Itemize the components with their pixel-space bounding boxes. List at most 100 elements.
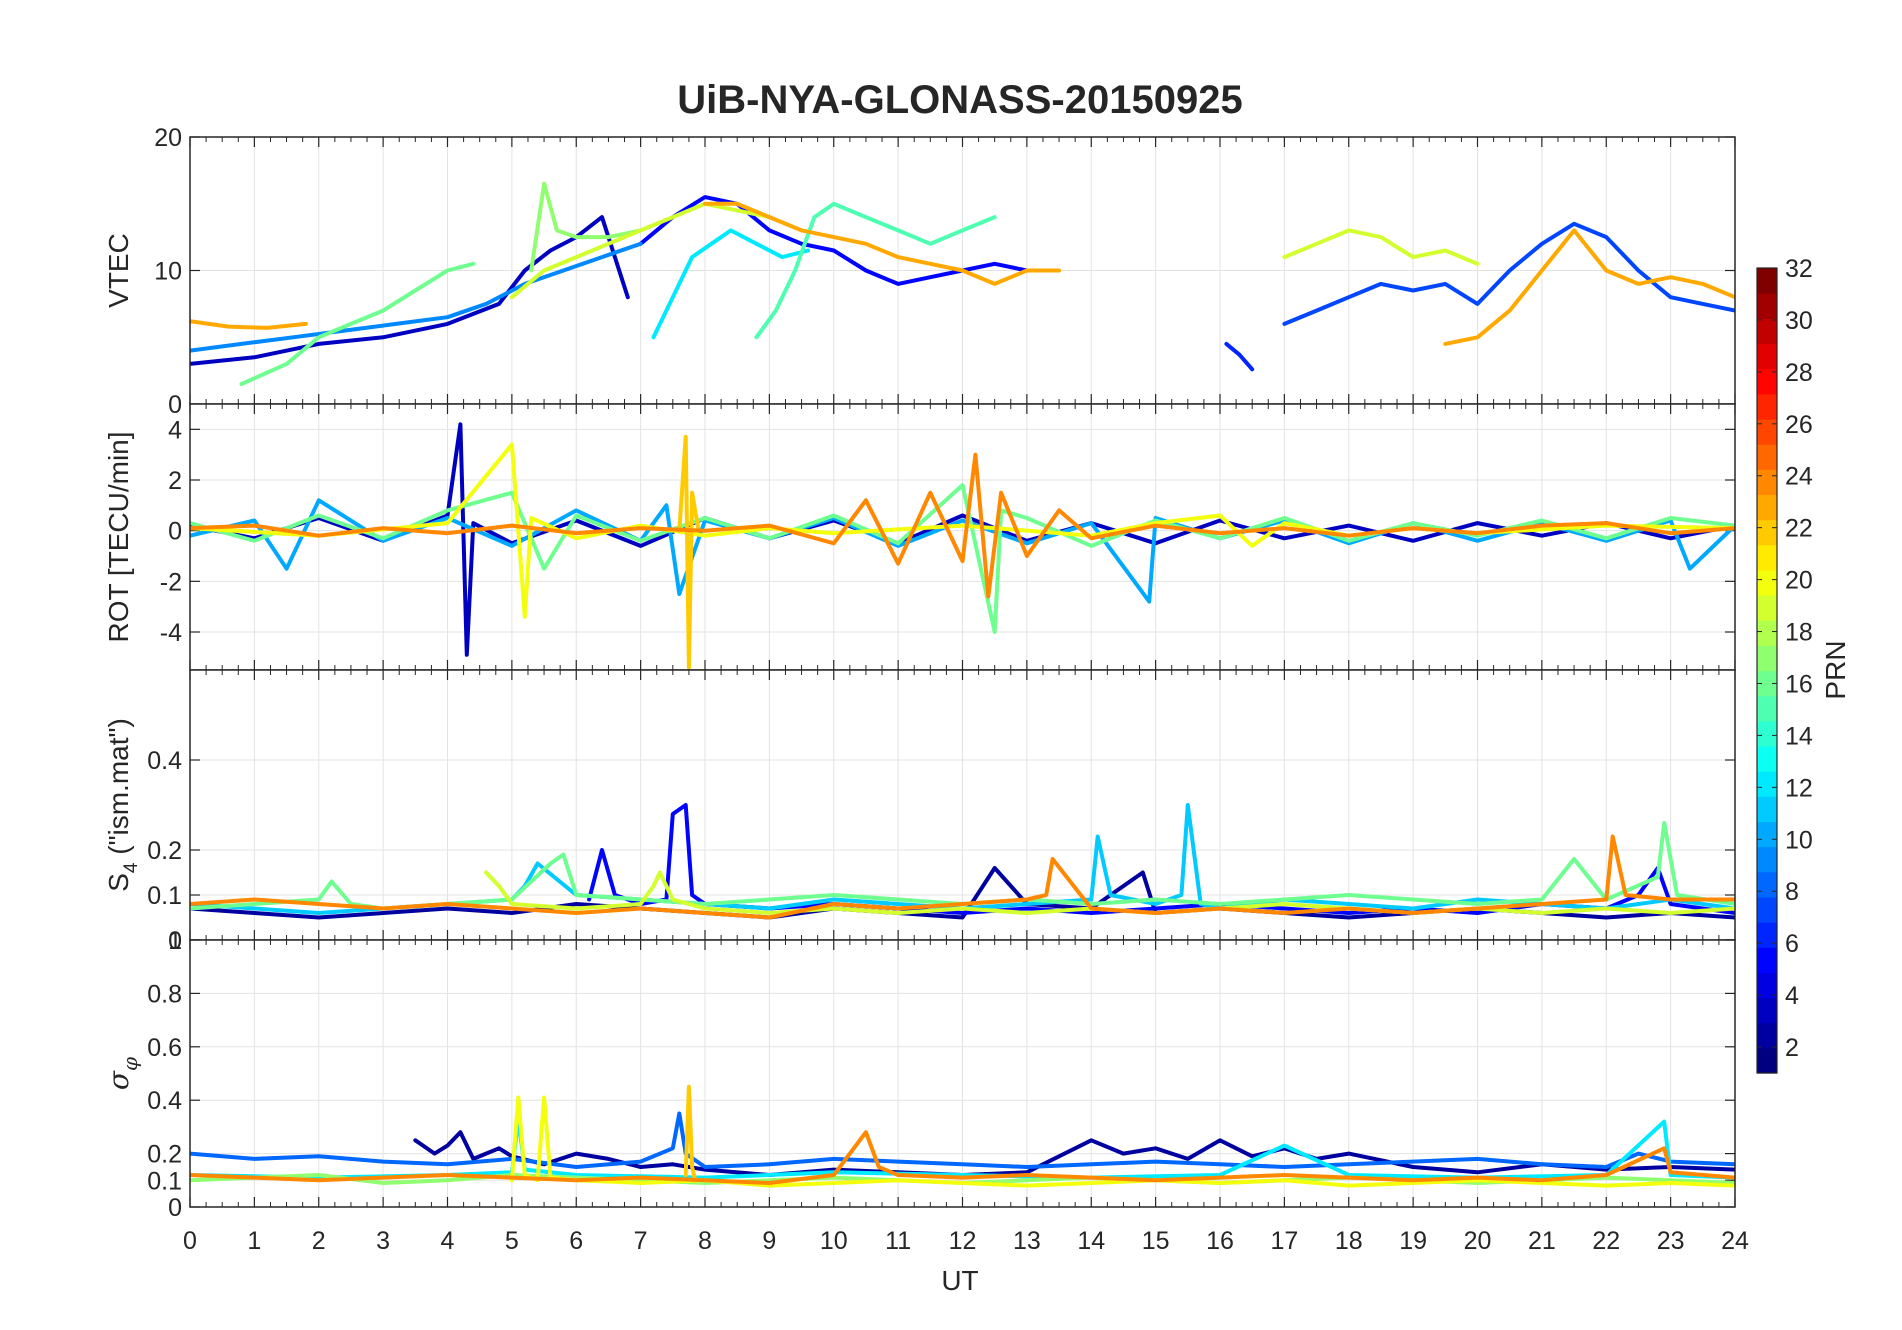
colorbar-tick-label: 10 [1785,826,1813,854]
colorbar-tick-label: 14 [1785,722,1813,750]
x-tick-labels: 0 1 2 3 4 5 6 7 8 9 10 11 12 13 14 15 16 17 18 19 20 21 22 23 24 [183,1227,1749,1255]
series-line-prn-10 [190,498,1735,604]
y-tick-label: 20 [154,124,182,152]
x-tick-label: 7 [634,1227,648,1255]
colorbar-segment [1757,947,1777,973]
y-tick-label: 0.2 [147,837,182,865]
colorbar-segment [1757,670,1777,697]
series-line-prn-23 [1443,228,1735,346]
series-group [190,181,1735,386]
x-tick-label: 3 [376,1227,390,1255]
series-line-prn-23 [190,319,308,330]
colorbar-segment [1757,771,1777,797]
colorbar-tick-label: 24 [1785,463,1813,491]
colorbar-tick-label: 20 [1785,567,1813,595]
colorbar-segment [1757,1047,1777,1074]
colorbar-segment [1757,720,1777,747]
x-tick-label: 1 [247,1227,261,1255]
x-tick-label: 21 [1528,1227,1556,1255]
x-tick-label: 4 [441,1227,455,1255]
y-tick-label: 0 [168,1194,182,1222]
y-axis-label: S4 ("ism.mat") [103,718,142,892]
colorbar-segment [1757,494,1777,521]
colorbar-label: PRN [1820,640,1851,699]
colorbar-tick-label: 16 [1785,670,1813,698]
series-line-prn-24 [190,834,1735,920]
colorbar-tick-label: 4 [1785,982,1799,1010]
y-tick-label: 0.6 [147,1034,182,1062]
series-line-prn-22 [677,434,701,670]
series-line-prn-15 [754,201,997,340]
colorbar-segment [1757,368,1777,395]
series-group [190,422,1735,670]
y-axis-label: σφ [102,1057,142,1090]
x-tick-label: 2 [312,1227,326,1255]
colorbar-segment [1757,318,1777,345]
colorbar-tick-label: 28 [1785,359,1813,387]
x-tick-label: 8 [698,1227,712,1255]
x-tick-label: 0 [183,1227,197,1255]
y-axis-label: VTEC [103,233,134,308]
colorbar-segment [1757,293,1777,319]
x-tick-label: 19 [1399,1227,1427,1255]
y-tick-label: 0.4 [147,1087,182,1115]
colorbar-segment [1757,444,1777,470]
colorbar-tick-label: 26 [1785,411,1813,439]
colorbar-segment [1757,569,1777,596]
x-tick-label: 14 [1077,1227,1105,1255]
series-line-prn-6 [1224,341,1255,372]
colorbar-segment [1757,922,1777,948]
colorbar-tick-label: 32 [1785,255,1813,283]
y-tick-label: 1 [168,927,182,955]
colorbar-segment [1757,695,1777,722]
colorbar-segment [1757,796,1777,823]
series-line-prn-12 [651,228,810,340]
x-tick-label: 15 [1142,1227,1170,1255]
x-tick-label: 11 [885,1227,911,1255]
colorbar-tick-label: 2 [1785,1034,1799,1062]
y-tick-label: 0.1 [147,1167,182,1195]
colorbar-segment [1757,821,1777,848]
y-tick-label: 0.8 [147,980,182,1008]
x-tick-label: 24 [1721,1227,1749,1255]
y-tick-label: 0.4 [147,747,182,775]
x-tick-label: 16 [1206,1227,1234,1255]
series-line-prn-19 [509,201,772,300]
colorbar-segment [1757,544,1777,571]
colorbar-tick-label: 6 [1785,930,1799,958]
y-tick-label: 0 [168,518,182,546]
series-line-prn-16 [239,261,476,386]
y-tick-label: 4 [168,416,182,444]
series-line-prn-3 [190,215,630,366]
colorbar-segment [1757,997,1777,1024]
x-tick-label: 12 [949,1227,977,1255]
colorbar-segment [1757,418,1777,445]
colorbar-tick-label: 30 [1785,307,1813,335]
x-tick-label: 10 [820,1227,848,1255]
x-tick-label: 18 [1335,1227,1363,1255]
colorbar-segment [1757,595,1777,621]
y-tick-label: 0.2 [147,1141,182,1169]
colorbar-segment [1757,519,1777,546]
colorbar-segment [1757,469,1777,496]
colorbar-segment [1757,745,1777,772]
x-tick-label: 22 [1592,1227,1620,1255]
colorbar-segment [1757,896,1777,923]
x-tick-label: 17 [1270,1227,1298,1255]
y-tick-label: -2 [160,568,182,596]
colorbar-segment [1757,1022,1777,1049]
series-line-prn-20 [509,1095,1735,1188]
chart-title: UiB-NYA-GLONASS-20150925 [677,78,1242,122]
panel-VTEC: 0 10 20 VTEC [103,124,1736,419]
colorbar-tick-label: 12 [1785,774,1813,802]
y-tick-label: -4 [160,619,182,647]
y-axis-label: ROT [TECU/min] [103,431,134,642]
x-tick-label: 23 [1657,1227,1685,1255]
colorbar-tick-label: 8 [1785,878,1799,906]
x-tick-label: 13 [1013,1227,1041,1255]
series-group [190,803,1735,920]
panel-sigma_phi: 00.10.2 0.4 0.6 0.8 1 σφ [102,927,1736,1222]
x-tick-label: 9 [762,1227,776,1255]
